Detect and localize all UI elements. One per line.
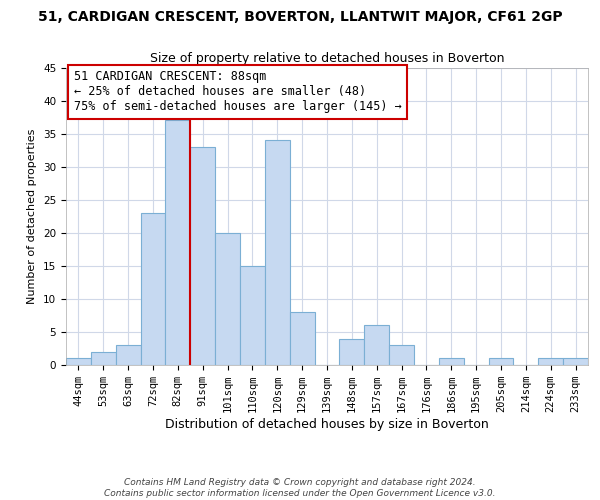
Bar <box>66 358 91 365</box>
Text: Contains HM Land Registry data © Crown copyright and database right 2024.
Contai: Contains HM Land Registry data © Crown c… <box>104 478 496 498</box>
Bar <box>91 352 116 365</box>
Text: 51, CARDIGAN CRESCENT, BOVERTON, LLANTWIT MAJOR, CF61 2GP: 51, CARDIGAN CRESCENT, BOVERTON, LLANTWI… <box>38 10 562 24</box>
Bar <box>389 345 414 365</box>
Bar <box>140 213 166 365</box>
Bar <box>265 140 290 365</box>
Bar <box>538 358 563 365</box>
X-axis label: Distribution of detached houses by size in Boverton: Distribution of detached houses by size … <box>165 418 489 431</box>
Bar <box>116 345 140 365</box>
Text: 51 CARDIGAN CRESCENT: 88sqm
← 25% of detached houses are smaller (48)
75% of sem: 51 CARDIGAN CRESCENT: 88sqm ← 25% of det… <box>74 70 401 114</box>
Bar <box>488 358 514 365</box>
Bar <box>215 233 240 365</box>
Bar <box>190 147 215 365</box>
Bar <box>340 338 364 365</box>
Bar <box>240 266 265 365</box>
Bar <box>166 120 190 365</box>
Bar <box>439 358 464 365</box>
Bar <box>364 326 389 365</box>
Y-axis label: Number of detached properties: Number of detached properties <box>28 128 37 304</box>
Title: Size of property relative to detached houses in Boverton: Size of property relative to detached ho… <box>150 52 504 65</box>
Bar <box>290 312 314 365</box>
Bar <box>563 358 588 365</box>
